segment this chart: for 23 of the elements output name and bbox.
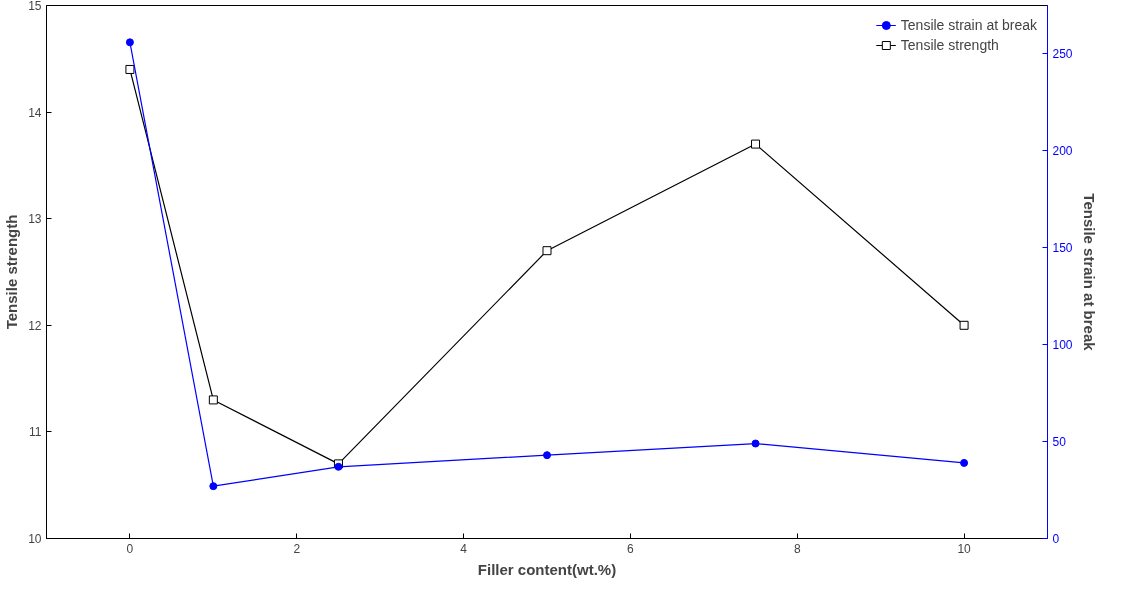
x-tick-label: 4 xyxy=(460,541,468,556)
y-tick-label: 11 xyxy=(29,425,42,440)
y2-tick-label: 50 xyxy=(1052,435,1067,450)
y-tick-label: 14 xyxy=(28,105,42,120)
x-tick-label: 0 xyxy=(126,541,134,556)
y-tick-label: 10 xyxy=(28,532,42,546)
x-tick-label: 2 xyxy=(293,541,301,556)
legend-label: Tensile strain at break xyxy=(900,17,1037,33)
legend-label: Tensile strength xyxy=(900,37,999,53)
y-axis-title: Tensile strength xyxy=(3,214,21,330)
y2-tick-label: 100 xyxy=(1052,338,1073,353)
y-tick-label: 15 xyxy=(28,0,42,13)
x-axis-title: Filler content(wt.%) xyxy=(477,560,617,578)
y2-tick-label: 0 xyxy=(1052,532,1060,546)
y2-tick-label: 250 xyxy=(1052,47,1073,62)
x-tick-label: 8 xyxy=(793,541,801,556)
x-tick-label: 6 xyxy=(627,541,635,556)
y-tick-label: 12 xyxy=(28,318,42,333)
x-tick-label: 10 xyxy=(957,541,972,556)
y-tick-label: 13 xyxy=(28,212,42,227)
y2-axis-title: Tensile strain at break xyxy=(1080,193,1098,352)
y2-tick-label: 150 xyxy=(1052,241,1073,256)
y2-tick-label: 200 xyxy=(1052,144,1073,159)
